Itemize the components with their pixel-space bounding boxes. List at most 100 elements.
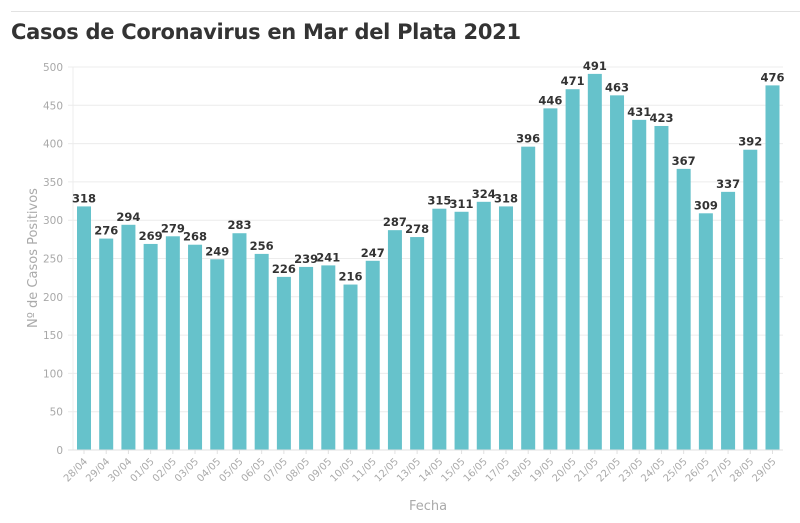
data-label: 287 [383, 215, 407, 229]
bar-02/05[interactable] [165, 236, 180, 450]
y-axis-label: Nº de Casos Positivos [26, 188, 41, 328]
x-tick-label: 08/05 [284, 456, 312, 484]
bar-05/05[interactable] [232, 233, 247, 450]
data-label: 431 [627, 105, 651, 119]
x-tick-label: 25/05 [662, 456, 690, 484]
bars [77, 73, 780, 451]
bar-28/05[interactable] [743, 149, 758, 450]
data-label: 283 [227, 218, 251, 232]
x-tick-label: 30/04 [106, 456, 134, 484]
bar-17/05[interactable] [498, 206, 513, 450]
data-label: 324 [472, 187, 496, 201]
x-tick-label: 18/05 [506, 456, 534, 484]
x-tick-label: 04/05 [195, 456, 223, 484]
data-label: 463 [605, 80, 629, 94]
x-tick-label: 19/05 [528, 456, 556, 484]
x-tick-label: 22/05 [595, 456, 623, 484]
x-tick-label: 28/04 [62, 456, 90, 484]
y-axis-ticks: 0 50 100 150 200 250 300 350 400 450 500 [43, 62, 63, 457]
bar-28/04[interactable] [77, 206, 91, 450]
y-tick-label: 350 [43, 177, 63, 189]
data-label: 423 [649, 111, 673, 125]
data-label: 247 [361, 246, 385, 260]
x-tick-label: 15/05 [440, 456, 468, 484]
bar-14/05[interactable] [432, 208, 447, 450]
bar-24/05[interactable] [654, 125, 669, 451]
data-label: 256 [250, 239, 274, 253]
data-label: 241 [316, 250, 340, 264]
bar-30/04[interactable] [121, 224, 136, 450]
bar-03/05[interactable] [188, 244, 203, 450]
x-tick-label: 11/05 [351, 456, 379, 484]
data-label: 367 [672, 154, 696, 168]
y-tick-label: 0 [56, 445, 63, 457]
y-tick-label: 250 [43, 254, 63, 266]
bar-01/05[interactable] [143, 243, 158, 450]
x-tick-label: 27/05 [706, 456, 734, 484]
x-tick-label: 12/05 [373, 456, 401, 484]
data-label: 276 [94, 224, 118, 238]
bar-29/04[interactable] [99, 238, 114, 450]
bar-18/05[interactable] [521, 146, 536, 450]
data-label: 294 [116, 210, 140, 224]
data-label: 278 [405, 222, 429, 236]
x-tick-label: 14/05 [417, 456, 445, 484]
bar-23/05[interactable] [632, 119, 647, 450]
x-tick-label: 26/05 [684, 456, 712, 484]
x-tick-label: 24/05 [639, 456, 667, 484]
bar-19/05[interactable] [543, 108, 558, 450]
bar-11/05[interactable] [365, 260, 380, 450]
data-label: 476 [760, 70, 784, 84]
bar-25/05[interactable] [676, 168, 691, 451]
x-tick-label: 20/05 [551, 456, 579, 484]
bar-06/05[interactable] [254, 253, 269, 450]
bar-29/05[interactable] [765, 85, 780, 450]
x-tick-label: 16/05 [462, 456, 490, 484]
data-label: 318 [72, 191, 96, 205]
bar-16/05[interactable] [476, 201, 491, 450]
chart-title: Casos de Coronavirus en Mar del Plata 20… [11, 20, 521, 44]
bar-15/05[interactable] [454, 211, 469, 450]
data-label: 279 [161, 221, 185, 235]
x-tick-label: 29/04 [84, 456, 112, 484]
x-tick-label: 03/05 [173, 456, 201, 484]
data-label: 269 [139, 229, 163, 243]
data-label: 309 [694, 198, 718, 212]
data-label: 337 [716, 177, 740, 191]
x-tick-label: 06/05 [240, 456, 268, 484]
data-label: 392 [738, 135, 762, 149]
bar-26/05[interactable] [698, 213, 713, 450]
x-tick-label: 09/05 [306, 456, 334, 484]
bar-13/05[interactable] [410, 237, 425, 450]
bar-08/05[interactable] [299, 266, 314, 450]
x-tick-label: 23/05 [617, 456, 645, 484]
data-label: 268 [183, 230, 207, 244]
data-label: 249 [205, 244, 229, 258]
x-tick-label: 05/05 [217, 456, 245, 484]
x-tick-label: 28/05 [728, 456, 756, 484]
bar-22/05[interactable] [610, 95, 625, 450]
bar-27/05[interactable] [721, 191, 736, 450]
bar-10/05[interactable] [343, 284, 358, 450]
data-label: 311 [450, 197, 474, 211]
x-axis-label: Fecha [409, 499, 447, 514]
y-tick-label: 200 [43, 292, 63, 304]
data-label: 491 [583, 59, 607, 73]
bar-21/05[interactable] [587, 73, 602, 451]
data-label: 471 [561, 74, 585, 88]
y-tick-label: 50 [50, 407, 63, 419]
bar-09/05[interactable] [321, 265, 336, 450]
x-tick-label: 02/05 [151, 456, 179, 484]
bar-07/05[interactable] [276, 276, 291, 450]
y-tick-label: 400 [43, 139, 63, 151]
x-tick-label: 29/05 [750, 456, 778, 484]
x-tick-label: 07/05 [262, 456, 290, 484]
x-tick-label: 17/05 [484, 456, 512, 484]
bar-20/05[interactable] [565, 89, 580, 451]
bar-12/05[interactable] [387, 230, 402, 450]
top-divider [11, 11, 800, 12]
x-tick-label: 10/05 [328, 456, 356, 484]
data-label: 396 [516, 132, 540, 146]
bar-04/05[interactable] [210, 259, 225, 450]
